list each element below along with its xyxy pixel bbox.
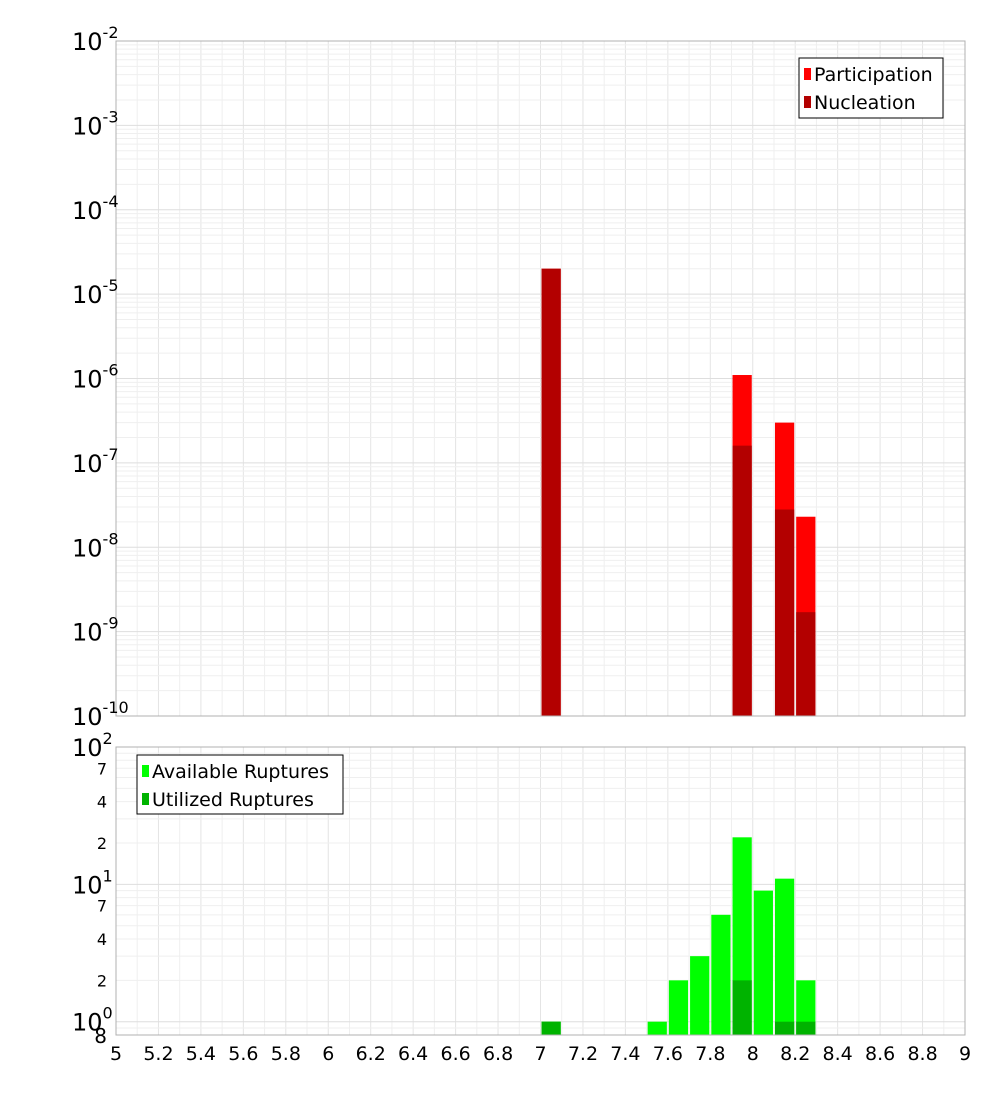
bar-available-ruptures	[753, 890, 773, 1035]
x-tick-label: 6.4	[398, 1043, 428, 1065]
y-tick-exponent: 0	[103, 1004, 113, 1023]
y-tick-exponent: -4	[103, 192, 119, 211]
y-tick-label: 10-3	[72, 107, 119, 140]
y-tick-base: 10	[72, 534, 103, 562]
y-tick-exponent: 2	[103, 729, 113, 748]
legend-bottom	[136, 754, 344, 815]
legend-label: Nucleation	[814, 92, 916, 114]
legend-swatch	[142, 793, 149, 805]
y-tick-label: 10-6	[72, 361, 119, 394]
y-tick-base: 10	[72, 112, 103, 140]
y-tick-label: 100	[72, 1004, 113, 1037]
y-tick-label: 10-7	[72, 445, 119, 478]
x-tick-label: 5.6	[228, 1043, 258, 1065]
y-tick-base: 10	[72, 366, 103, 394]
bar-nucleation	[774, 509, 795, 716]
x-tick-label: 8	[747, 1043, 759, 1065]
y-minor-tick-label: 8	[94, 1024, 107, 1048]
y-tick-exponent: -10	[103, 698, 129, 717]
y-tick-base: 10	[72, 619, 103, 647]
x-tick-label: 5.2	[143, 1043, 173, 1065]
x-tick-label: 6	[322, 1043, 334, 1065]
bar-nucleation	[732, 445, 752, 716]
x-tick-label: 7.6	[653, 1043, 683, 1065]
x-tick-label: 8.4	[823, 1043, 853, 1065]
x-tick-label: 6.8	[483, 1043, 513, 1065]
y-tick-label: 10-10	[72, 698, 129, 731]
x-tick-label: 8.6	[865, 1043, 895, 1065]
y-tick-exponent: -2	[103, 23, 119, 42]
y-tick-base: 10	[72, 197, 103, 225]
bar-available-ruptures	[796, 980, 816, 1035]
y-tick-base: 10	[72, 281, 103, 309]
y-tick-exponent: -7	[103, 445, 119, 464]
y-minor-tick-label: 2	[97, 834, 107, 853]
y-tick-base: 10	[72, 450, 103, 478]
y-tick-label: 10-4	[72, 192, 119, 225]
y-tick-exponent: 1	[103, 866, 113, 885]
y-tick-label: 10-9	[72, 614, 119, 647]
bar-available-ruptures	[668, 980, 689, 1035]
y-tick-base: 10	[72, 871, 103, 899]
x-tick-label: 8.2	[780, 1043, 810, 1065]
x-tick-label: 7.2	[568, 1043, 598, 1065]
bar-utilized-ruptures	[732, 980, 752, 1035]
y-tick-exponent: -8	[103, 529, 119, 548]
legend-swatch	[804, 96, 811, 108]
x-tick-label: 7.4	[610, 1043, 640, 1065]
bar-utilized-ruptures	[774, 1021, 795, 1035]
bar-available-ruptures	[711, 914, 731, 1035]
bar-nucleation	[541, 268, 561, 716]
plot-border-bottom	[115, 746, 966, 1036]
y-tick-base: 10	[72, 28, 103, 56]
legend-swatch	[804, 68, 811, 80]
y-tick-base: 10	[72, 734, 103, 762]
y-tick-label: 10-8	[72, 529, 119, 562]
y-tick-label: 102	[72, 729, 113, 762]
legend-swatch	[142, 765, 149, 777]
plot-border-top	[115, 40, 966, 717]
y-minor-tick-label: 7	[97, 897, 107, 916]
x-tick-label: 5.8	[271, 1043, 301, 1065]
bar-available-ruptures	[647, 1021, 667, 1035]
legend-top	[798, 57, 944, 119]
x-tick-label: 6.2	[356, 1043, 386, 1065]
y-tick-exponent: -5	[103, 276, 119, 295]
y-tick-label: 10-5	[72, 276, 119, 309]
x-tick-label: 7	[534, 1043, 546, 1065]
y-tick-base: 10	[72, 1009, 103, 1037]
y-minor-tick-label: 4	[97, 793, 107, 812]
bar-utilized-ruptures	[541, 1021, 561, 1035]
y-tick-exponent: -9	[103, 614, 119, 633]
x-tick-label: 5.4	[186, 1043, 216, 1065]
legend-label: Participation	[814, 64, 933, 86]
y-minor-tick-label: 2	[97, 971, 107, 990]
bar-available-ruptures	[774, 878, 795, 1035]
bar-nucleation	[796, 612, 816, 716]
y-tick-label: 101	[72, 866, 113, 899]
x-tick-label: 5	[110, 1043, 122, 1065]
legend-label: Available Ruptures	[152, 761, 329, 783]
x-tick-label: 7.8	[695, 1043, 725, 1065]
y-minor-tick-label: 7	[97, 759, 107, 778]
x-tick-label: 8.8	[907, 1043, 937, 1065]
y-tick-exponent: -3	[103, 107, 119, 126]
x-tick-label: 9	[959, 1043, 971, 1065]
y-tick-base: 10	[72, 703, 103, 731]
legend-label: Utilized Ruptures	[152, 789, 314, 811]
y-minor-tick-label: 4	[97, 930, 107, 949]
x-tick-label: 6.6	[440, 1043, 470, 1065]
y-tick-exponent: -6	[103, 361, 119, 380]
bar-utilized-ruptures	[796, 1021, 816, 1035]
bar-available-ruptures	[690, 956, 710, 1035]
y-tick-label: 10-2	[72, 23, 119, 56]
